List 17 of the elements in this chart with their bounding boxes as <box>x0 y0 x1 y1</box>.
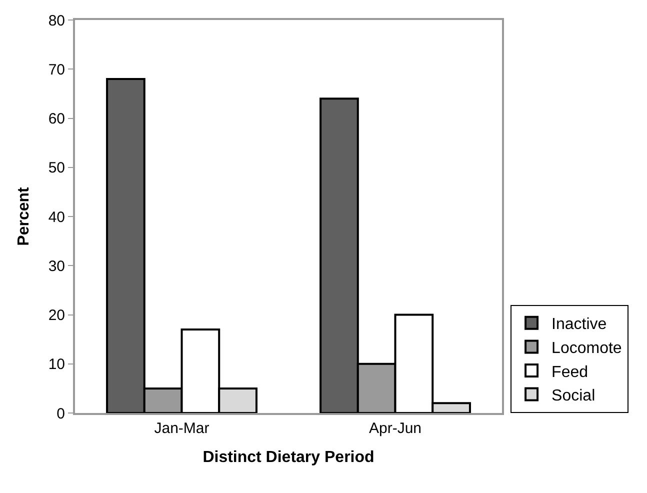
x-axis-title: Distinct Dietary Period <box>202 449 374 466</box>
y-tick-label: 70 <box>48 61 65 78</box>
y-tick-label: 40 <box>48 208 65 226</box>
y-tick-label: 20 <box>48 307 65 324</box>
y-tick-label: 0 <box>56 405 65 422</box>
x-tick-label: Apr-Jun <box>368 420 422 437</box>
y-axis-title: Percent <box>16 186 33 246</box>
x-tick-label: Jan-Mar <box>154 420 210 437</box>
y-tick-label: 60 <box>48 110 65 128</box>
legend-label: Feed <box>552 364 588 381</box>
y-tick-label: 50 <box>48 160 65 177</box>
y-tick-label: 80 <box>48 12 65 30</box>
legend-label: Social <box>552 388 596 405</box>
y-tick-label: 30 <box>48 258 65 275</box>
legend-label: Locomote <box>552 340 622 357</box>
legend-label: Inactive <box>552 316 607 334</box>
y-tick-label: 10 <box>48 356 65 374</box>
